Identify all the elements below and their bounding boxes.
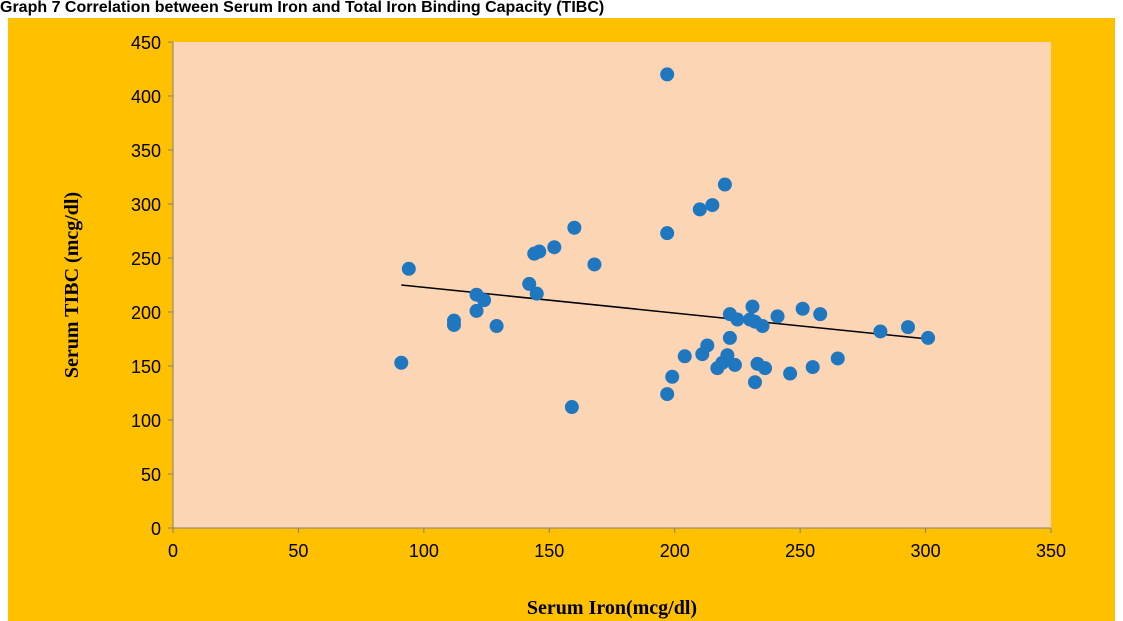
x-tick-label: 350 xyxy=(1036,541,1066,561)
y-tick-label: 450 xyxy=(131,33,161,53)
data-point xyxy=(530,287,544,301)
data-point xyxy=(873,324,887,338)
x-tick-label: 250 xyxy=(785,541,815,561)
y-tick-label: 300 xyxy=(131,195,161,215)
data-point xyxy=(660,67,674,81)
data-point xyxy=(745,300,759,314)
data-point xyxy=(728,358,742,372)
y-tick-label: 50 xyxy=(141,465,161,485)
data-point xyxy=(723,331,737,345)
x-tick-label: 50 xyxy=(288,541,308,561)
data-point xyxy=(402,262,416,276)
data-point xyxy=(831,351,845,365)
plot-area-background xyxy=(173,42,1051,528)
x-tick-label: 0 xyxy=(168,541,178,561)
data-point xyxy=(665,370,679,384)
data-point xyxy=(758,361,772,375)
data-point xyxy=(447,318,461,332)
y-tick-label: 100 xyxy=(131,411,161,431)
y-tick-label: 150 xyxy=(131,357,161,377)
data-point xyxy=(678,349,692,363)
data-point xyxy=(806,360,820,374)
x-tick-label: 150 xyxy=(534,541,564,561)
data-point xyxy=(730,313,744,327)
data-point xyxy=(490,319,504,333)
data-point xyxy=(660,387,674,401)
data-point xyxy=(547,240,561,254)
x-axis-title: Serum Iron(mcg/dl) xyxy=(527,597,697,619)
data-point xyxy=(705,198,719,212)
x-tick-label: 200 xyxy=(660,541,690,561)
data-point xyxy=(783,367,797,381)
data-point xyxy=(700,338,714,352)
data-point xyxy=(532,245,546,259)
data-point xyxy=(813,307,827,321)
data-point xyxy=(660,226,674,240)
data-point xyxy=(394,356,408,370)
y-tick-label: 200 xyxy=(131,303,161,323)
data-point xyxy=(587,257,601,271)
y-axis-title: Serum TIBC (mcg/dl) xyxy=(61,192,83,378)
data-point xyxy=(477,293,491,307)
data-point xyxy=(901,320,915,334)
data-point xyxy=(718,178,732,192)
data-point xyxy=(921,331,935,345)
data-point xyxy=(771,309,785,323)
data-point xyxy=(567,221,581,235)
data-point xyxy=(796,302,810,316)
x-tick-label: 300 xyxy=(911,541,941,561)
y-tick-label: 350 xyxy=(131,141,161,161)
data-point xyxy=(565,400,579,414)
y-tick-label: 250 xyxy=(131,249,161,269)
data-point xyxy=(693,202,707,216)
x-tick-label: 100 xyxy=(409,541,439,561)
y-tick-label: 0 xyxy=(151,519,161,539)
y-tick-label: 400 xyxy=(131,87,161,107)
data-point xyxy=(748,375,762,389)
data-point xyxy=(756,319,770,333)
